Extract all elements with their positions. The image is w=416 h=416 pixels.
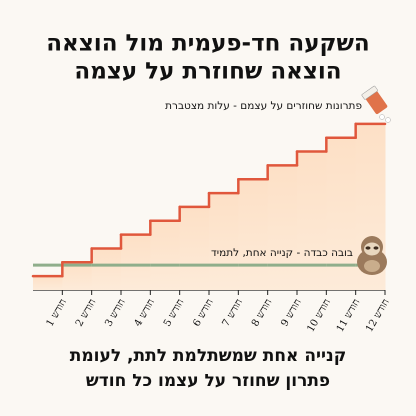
x-tick-label: חודש 4 — [133, 297, 158, 328]
series-label: בובה כבדה - קנייה אחת, לתמיד — [211, 247, 353, 259]
area-step — [91, 248, 122, 290]
x-tick-label: חודש 7 — [221, 297, 246, 328]
area-step — [238, 179, 269, 290]
footer-line: פתרון שחוזר על עצמו כל חודש — [86, 371, 330, 391]
x-tick-label: חודש 2 — [74, 297, 99, 328]
area-step — [326, 137, 357, 290]
area-step — [33, 276, 63, 290]
area-step — [267, 165, 298, 290]
sloth-icon — [357, 236, 387, 275]
x-tick-label: חודש 11 — [335, 297, 363, 334]
area-step — [121, 234, 151, 290]
area-step — [150, 220, 181, 290]
x-tick-label: חודש 9 — [279, 297, 304, 328]
footer-line: קנייה אחת שמשתלמת לתת, לעומת — [70, 346, 346, 366]
x-tick-label: חודש 12 — [364, 297, 392, 334]
x-tick-label: חודש 5 — [162, 297, 187, 328]
title-line: השקעה חד-פעמית מול הוצאה — [46, 31, 369, 57]
area-step — [297, 151, 327, 290]
area-step — [179, 206, 210, 290]
plot — [31, 122, 387, 295]
title-line: הוצאה שחוזרת על עצמה — [74, 59, 341, 85]
area-step — [209, 193, 239, 290]
pill — [385, 117, 391, 123]
series-label: פתרונות שחוזרים על עצמם - עלות מצטברת — [165, 100, 362, 112]
pill-bottle-icon — [361, 85, 388, 114]
pill — [379, 114, 385, 120]
x-tick-label: חודש 10 — [305, 297, 333, 334]
x-tick-label: חודש 8 — [250, 297, 275, 328]
x-tick-label: חודש 1 — [45, 297, 70, 328]
area-step — [62, 262, 93, 290]
x-tick-label: חודש 6 — [191, 297, 216, 328]
x-tick-label: חודש 3 — [103, 297, 128, 328]
